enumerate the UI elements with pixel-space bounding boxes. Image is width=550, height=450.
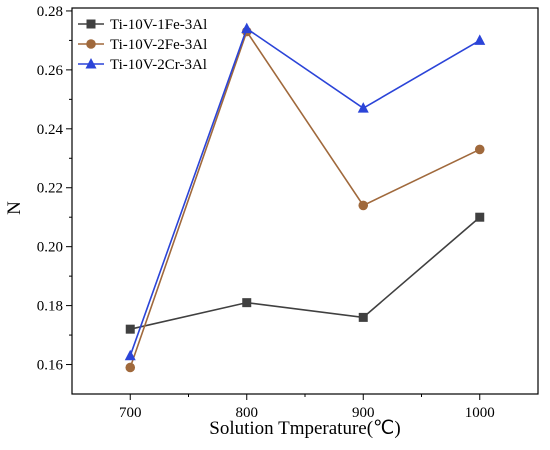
y-tick-label: 0.18 xyxy=(37,299,63,315)
legend-label: Ti-10V-2Cr-3Al xyxy=(110,57,207,73)
x-axis-ticks: 700 800 900 1000 xyxy=(119,394,495,421)
y-tick-label: 0.16 xyxy=(37,358,64,374)
data-point xyxy=(475,212,485,222)
y-tick-label: 0.22 xyxy=(37,181,63,197)
x-tick-label: 900 xyxy=(352,405,375,421)
y-tick-label: 0.20 xyxy=(37,240,63,256)
data-point xyxy=(357,102,369,113)
data-point xyxy=(358,200,369,211)
series-2 xyxy=(125,26,485,373)
legend-item: Ti-10V-1Fe-3Al xyxy=(78,17,207,33)
series-line xyxy=(129,29,481,368)
series-line xyxy=(129,27,481,356)
legend: Ti-10V-1Fe-3Al Ti-10V-2Fe-3Al Ti-10V-2Cr-3… xyxy=(78,17,207,73)
series-1 xyxy=(125,212,485,334)
legend-marker xyxy=(86,39,96,49)
legend-item: Ti-10V-2Cr-3Al xyxy=(78,57,207,73)
legend-marker xyxy=(85,58,97,69)
x-tick-label: 700 xyxy=(119,405,142,421)
data-point xyxy=(124,349,136,361)
data-point xyxy=(241,22,253,34)
data-point xyxy=(242,298,252,308)
series-line xyxy=(130,216,481,330)
x-axis-title: Solution Tmperature(℃) xyxy=(209,418,400,439)
y-axis-ticks: 0.16 0.18 0.20 0.22 0.24 0.26 0.28 xyxy=(37,4,72,374)
y-tick-label: 0.24 xyxy=(37,122,64,138)
legend-label: Ti-10V-1Fe-3Al xyxy=(110,17,207,33)
y-axis-title: N xyxy=(4,201,25,215)
data-point xyxy=(358,312,368,322)
data-point xyxy=(125,324,135,334)
y-tick-label: 0.28 xyxy=(37,4,63,20)
legend-item: Ti-10V-2Fe-3Al xyxy=(78,37,207,53)
x-tick-label: 1000 xyxy=(465,405,495,421)
data-point xyxy=(474,34,486,45)
legend-label: Ti-10V-2Fe-3Al xyxy=(110,37,207,53)
data-point xyxy=(125,362,136,373)
x-tick-label: 800 xyxy=(236,405,259,421)
data-point xyxy=(474,144,485,155)
series-layer xyxy=(124,22,486,373)
y-tick-label: 0.26 xyxy=(37,63,64,79)
series-3 xyxy=(124,22,486,361)
legend-marker xyxy=(86,19,96,29)
